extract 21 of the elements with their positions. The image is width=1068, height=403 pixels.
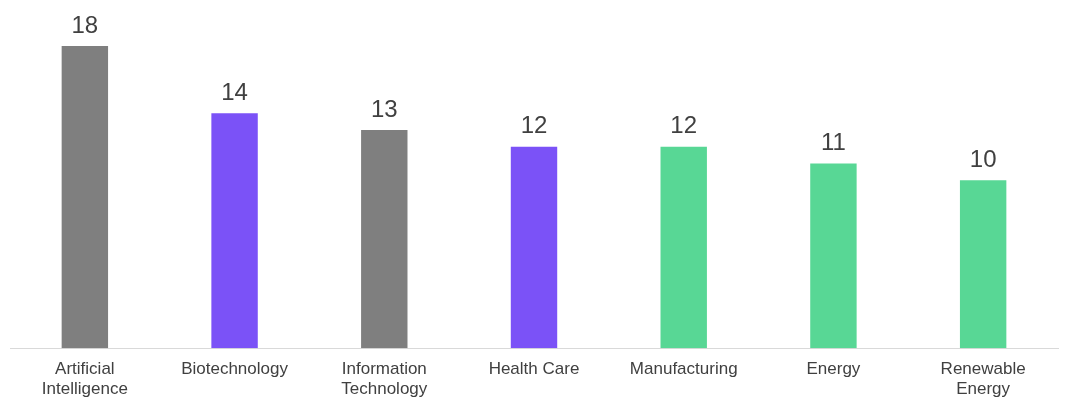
- data-label: 12: [520, 111, 548, 139]
- bar: [959, 180, 1007, 349]
- bar: [61, 46, 109, 349]
- x-tick-label: Biotechnology: [181, 359, 289, 379]
- data-label: 12: [670, 111, 698, 139]
- data-label: 14: [221, 77, 248, 105]
- x-tick-label: Energy: [806, 359, 861, 379]
- bar: [211, 113, 258, 349]
- x-tick-label: Renewable Energy: [940, 359, 1026, 399]
- data-label: 13: [370, 94, 398, 122]
- bar: [510, 146, 558, 349]
- data-label: 10: [969, 144, 997, 172]
- data-label: 11: [820, 128, 846, 156]
- x-tick-label: Artificial Intelligence: [41, 359, 128, 399]
- bar: [810, 163, 857, 349]
- x-tick-label: Manufacturing: [629, 359, 738, 379]
- data-label: 18: [71, 10, 99, 38]
- x-tick-label: Information Technology: [341, 359, 428, 399]
- bar: [361, 129, 408, 349]
- x-tick-label: Health Care: [488, 359, 580, 379]
- bar: [660, 146, 707, 349]
